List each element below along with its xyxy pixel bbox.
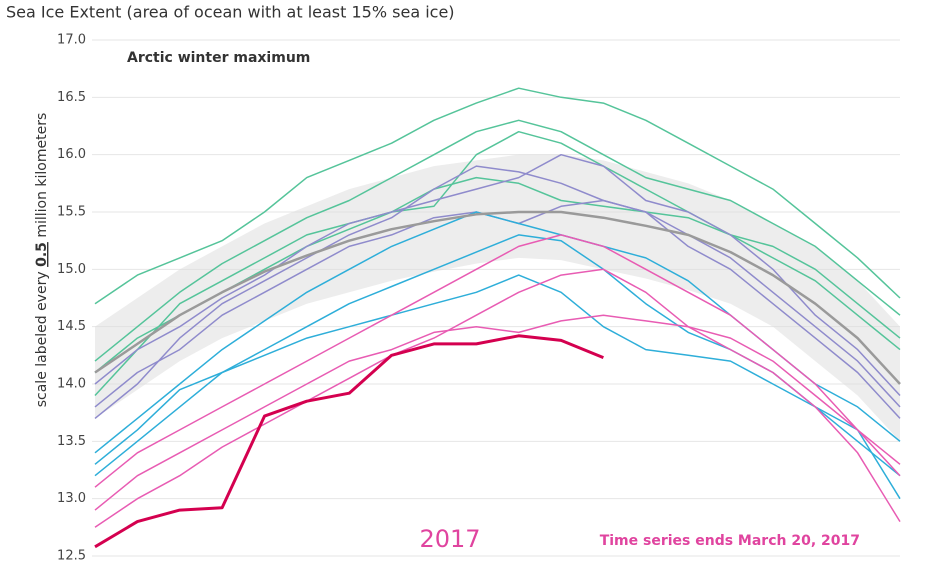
series-line [94,87,901,305]
plot: 12.5 13.0 13.5 14.0 14.5 15.0 15.5 16.0 16.5 17.0 [57,33,901,564]
series-line [94,274,901,500]
y-tick-label: 13.0 [57,491,86,506]
annotation: Arctic winter maximum [127,50,310,66]
year-label: 2017 [419,525,480,553]
y-label-part: million kilometers [34,113,50,242]
mean-line [94,210,901,385]
y-tick-label: 16.0 [57,147,86,162]
y-tick-label: 16.5 [57,90,86,105]
y-tick-label: 17.0 [57,33,86,48]
y-tick-label: 14.5 [57,319,86,334]
y-label-part: 0.5 [34,242,50,267]
chart-title: Sea Ice Extent (area of ocean with at le… [6,3,455,22]
series-line [94,234,901,488]
series-line [94,176,901,397]
series-line [94,165,901,419]
series-line [94,314,901,522]
highlight-line [94,334,604,549]
y-tick-label: 15.0 [57,262,86,277]
series-line [94,153,901,397]
y-tick-label: 14.0 [57,377,86,392]
series-line [94,268,901,528]
y-tick-label: 13.5 [57,434,86,449]
series-line [94,119,901,362]
y-axis-label: scale labeled every 0.5 million kilomete… [34,113,50,408]
y-tick-label: 12.5 [57,549,86,564]
range-band [95,154,900,442]
y-label-part: scale labeled every [34,267,50,407]
end-note: Time series ends March 20, 2017 [600,533,860,549]
y-tick-label: 15.5 [57,205,86,220]
